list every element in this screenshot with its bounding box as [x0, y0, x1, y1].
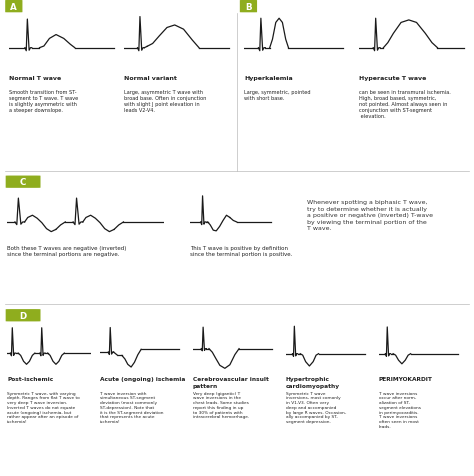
Text: can be seen in transmural ischemia.
High, broad based, symmetric,
not pointed. A: can be seen in transmural ischemia. High… [359, 89, 451, 119]
Text: Large T-waves: Large T-waves [259, 3, 323, 11]
Text: Biphasic (diphasic) T-waves: Biphasic (diphasic) T-waves [44, 178, 168, 187]
Text: Normal T wave: Normal T wave [9, 76, 62, 81]
Text: C: C [20, 178, 26, 187]
FancyBboxPatch shape [240, 1, 257, 13]
Text: Both these T waves are negative (inverted)
since the terminal portions are negat: Both these T waves are negative (inverte… [7, 246, 127, 257]
Text: Hyperkalemia: Hyperkalemia [244, 76, 293, 81]
Text: Negative (inverted) T-waves: Negative (inverted) T-waves [44, 311, 172, 320]
Text: Whenever spotting a biphasic T wave,
try to determine whether it is actually
a p: Whenever spotting a biphasic T wave, try… [307, 199, 433, 231]
Text: B: B [245, 3, 252, 11]
Text: Large, asymmetric T wave with
broad base. Often in conjunction
with slight J poi: Large, asymmetric T wave with broad base… [124, 89, 207, 113]
Text: This T wave is positive by definition
since the terminal portion is positive.: This T wave is positive by definition si… [190, 246, 292, 257]
Text: PERIMYOKARDIT: PERIMYOKARDIT [379, 377, 433, 381]
FancyBboxPatch shape [6, 309, 40, 322]
Text: T wave inversion with
simultaneous ST-segment
deviation (most commonly
ST-depres: T wave inversion with simultaneous ST-se… [100, 391, 164, 423]
Text: Large, symmetric, pointed
with short base.: Large, symmetric, pointed with short bas… [244, 89, 310, 100]
Text: Normal variant: Normal variant [124, 76, 177, 81]
FancyBboxPatch shape [6, 176, 40, 188]
Text: Hypertrophic
cardiomyopathy: Hypertrophic cardiomyopathy [286, 377, 340, 387]
Text: Symmetric T wave
inversions, most comonly
in V1-V3. Often very
deep and accompan: Symmetric T wave inversions, most comonl… [286, 391, 346, 423]
Text: D: D [19, 311, 27, 320]
Text: Normal T-waves: Normal T-waves [24, 3, 96, 11]
Text: Acute (ongoing) ischemia: Acute (ongoing) ischemia [100, 377, 185, 381]
Text: A: A [10, 3, 17, 11]
Text: Hyperacute T wave: Hyperacute T wave [359, 76, 426, 81]
Text: Very deep (gigantic) T
wave inversions in the
chest leads. Some studies
report t: Very deep (gigantic) T wave inversions i… [193, 391, 249, 418]
Text: Post-ischemic: Post-ischemic [7, 377, 54, 381]
Text: Cerebrovascular insult
pattern: Cerebrovascular insult pattern [193, 377, 269, 387]
Text: T wave inversions
occur after norm-
alization of ST-
segment elevations
in perim: T wave inversions occur after norm- aliz… [379, 391, 421, 428]
Text: Smooth transition from ST-
segment to T wave. T wave
is slightly asymmetric with: Smooth transition from ST- segment to T … [9, 89, 79, 113]
Text: Symmetric T wave, with varying
depth. Ranges from flat T wave to
very deep T wav: Symmetric T wave, with varying depth. Ra… [7, 391, 80, 423]
FancyBboxPatch shape [5, 1, 22, 13]
